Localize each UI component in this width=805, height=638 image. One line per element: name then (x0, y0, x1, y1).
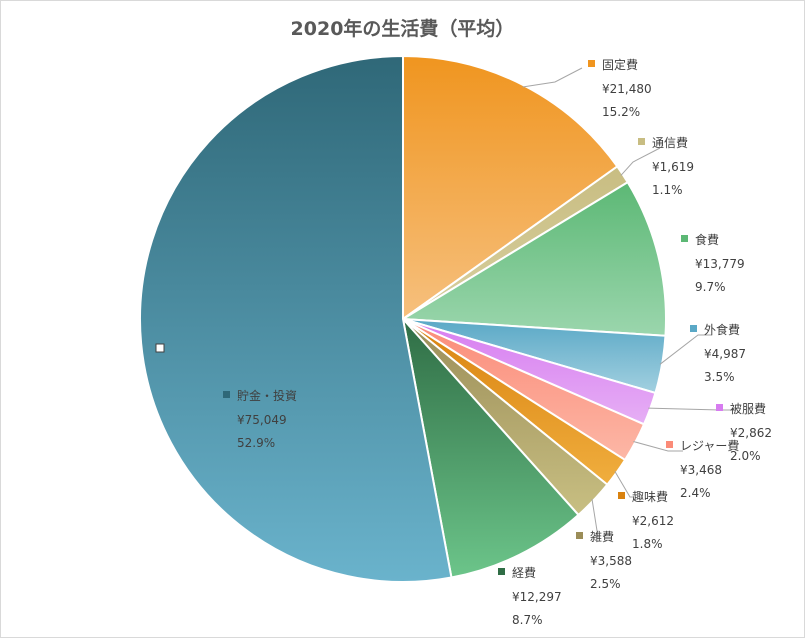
slice-value-5: ¥2,862 (730, 426, 772, 440)
leader-line-6 (633, 441, 683, 452)
slice-value-7: ¥2,612 (632, 514, 674, 528)
legend-key-1 (588, 60, 595, 67)
slice-label-2: 通信費 (652, 135, 688, 150)
slice-percent-9: 8.7% (512, 613, 543, 627)
pie-slice-10[interactable] (139, 54, 453, 583)
slice-value-10: ¥75,049 (237, 413, 287, 427)
pie-slice-3[interactable] (399, 180, 667, 337)
leader-line-1 (522, 67, 583, 88)
slice-percent-8: 2.5% (590, 577, 621, 591)
slice-value-6: ¥3,468 (680, 463, 722, 477)
legend-key-10 (223, 391, 230, 398)
slice-value-2: ¥1,619 (652, 160, 694, 174)
slice-percent-1: 15.2% (602, 105, 640, 119)
slice-label-5: 被服費 (730, 401, 766, 416)
slice-value-9: ¥12,297 (512, 590, 562, 604)
leader-line-4 (659, 334, 712, 365)
slice-label-8: 雑費 (590, 529, 614, 544)
slice-percent-2: 1.1% (652, 183, 683, 197)
slice-label-7: 趣味費 (632, 489, 668, 504)
slice-value-3: ¥13,779 (695, 257, 745, 271)
slice-label-3: 食費 (695, 232, 719, 247)
pie-slice-1[interactable] (402, 54, 619, 321)
leader-line-2 (620, 147, 661, 176)
leader-line-8 (591, 498, 599, 538)
selection-handle[interactable] (155, 343, 165, 353)
chart-title: 2020年の生活費（平均） (290, 18, 515, 40)
legend-key-6 (666, 441, 673, 448)
slice-label-4: 外食費 (704, 322, 740, 337)
slice-label-10: 貯金・投資 (237, 388, 297, 403)
slice-percent-7: 1.8% (632, 537, 663, 551)
legend-key-3 (681, 235, 688, 242)
slice-percent-5: 2.0% (730, 449, 761, 463)
slice-label-6: レジャー費 (680, 438, 739, 453)
slice-percent-4: 3.5% (704, 370, 735, 384)
slice-percent-10: 52.9% (237, 436, 275, 450)
legend-key-7 (618, 492, 625, 499)
legend-key-8 (576, 532, 583, 539)
slice-value-1: ¥21,480 (602, 82, 652, 96)
legend-key-2 (638, 138, 645, 145)
legend-key-5 (716, 404, 723, 411)
legend-key-4 (690, 325, 697, 332)
slice-label-1: 固定費 (602, 57, 638, 72)
slice-percent-3: 9.7% (695, 280, 726, 294)
pie-slice-9[interactable] (401, 315, 580, 579)
slice-label-9: 経費 (512, 565, 536, 580)
leader-line-7 (614, 471, 634, 498)
slice-percent-6: 2.4% (680, 486, 711, 500)
slice-value-8: ¥3,588 (590, 554, 632, 568)
slice-value-4: ¥4,987 (704, 347, 746, 361)
legend-key-9 (498, 568, 505, 575)
